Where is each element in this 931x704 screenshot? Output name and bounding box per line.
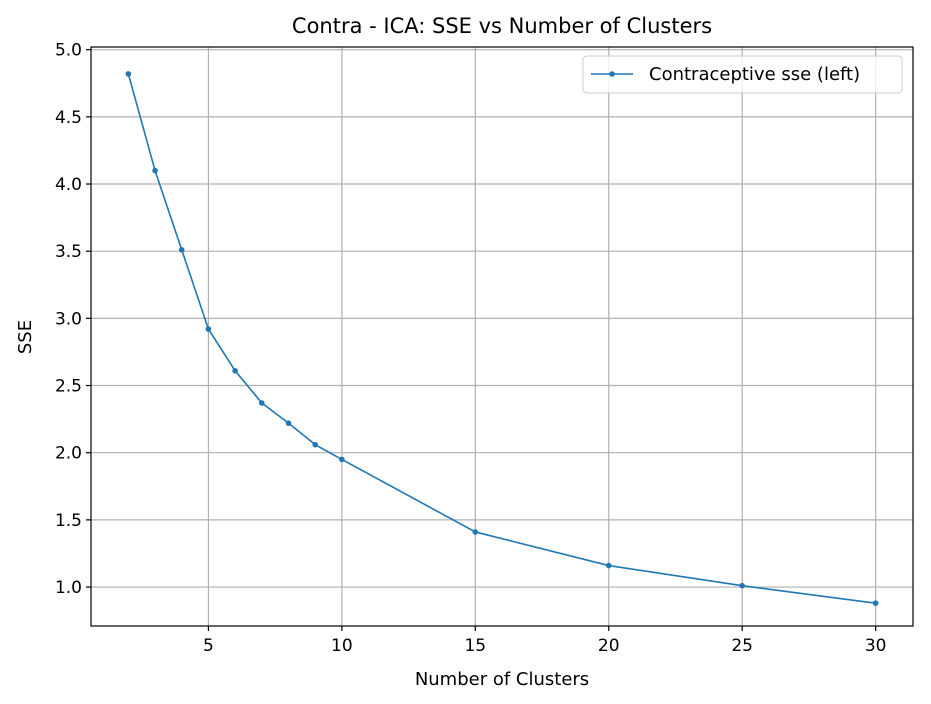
y-axis-label: SSE (15, 320, 36, 354)
data-point (152, 167, 158, 174)
chart-title: Contra - ICA: SSE vs Number of Clusters (292, 14, 712, 38)
data-point (339, 456, 345, 463)
x-tick-label: 10 (331, 636, 353, 656)
data-point (178, 247, 185, 253)
grid (91, 47, 913, 626)
series-layer (125, 71, 879, 606)
y-tick-label: 4.0 (55, 175, 82, 195)
x-axis-label: Number of Clusters (415, 669, 589, 690)
y-tick-label: 1.0 (55, 578, 82, 598)
legend: Contraceptive sse (left) (582, 55, 903, 94)
data-point (739, 582, 745, 589)
legend-marker-swatch (609, 71, 615, 77)
legend-box (582, 55, 903, 94)
x-tick-label: 20 (598, 636, 620, 656)
x-tick-label: 5 (203, 636, 214, 656)
x-tick-label: 25 (731, 636, 753, 656)
plot-area-frame (90, 46, 914, 627)
x-tick-label: 30 (865, 636, 887, 656)
y-tick-label: 2.0 (55, 444, 82, 464)
y-tick-label: 5.0 (55, 41, 82, 61)
data-point (472, 529, 479, 535)
data-point (259, 400, 265, 406)
data-point (205, 326, 212, 332)
y-tick-label: 2.5 (55, 377, 82, 397)
data-point (872, 600, 879, 606)
y-tick-label: 1.5 (55, 511, 82, 531)
ticks: 5 10 15 20 25 30 1.0 1.5 2.0 2.5 3.0 3.5 4.0 4.5 5.0 (55, 41, 887, 656)
data-point (125, 71, 132, 77)
data-point (605, 562, 612, 569)
data-point (232, 367, 238, 374)
y-tick-label: 4.5 (55, 108, 82, 128)
legend-entry-label: Contraceptive sse (left) (649, 64, 860, 85)
y-tick-label: 3.0 (55, 309, 82, 329)
data-point (285, 420, 292, 426)
x-tick-label: 15 (464, 636, 486, 656)
data-point (312, 441, 318, 448)
y-tick-label: 3.5 (55, 242, 82, 262)
